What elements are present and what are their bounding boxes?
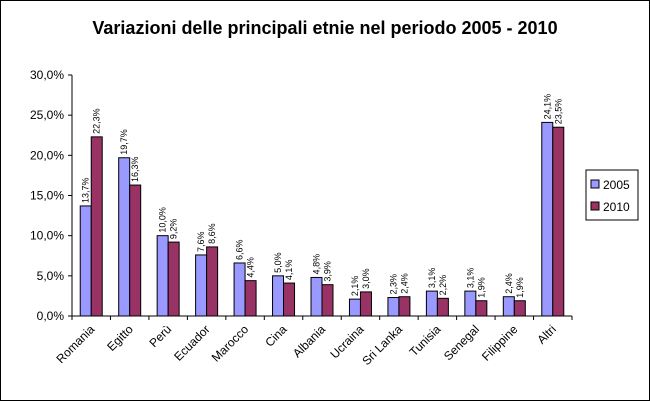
category-label: Romania (53, 322, 97, 366)
data-label: 6,6% (235, 239, 245, 260)
data-label: 1,9% (476, 277, 486, 298)
y-tick-label: 25,0% (30, 108, 64, 122)
data-label: 24,1% (542, 94, 552, 120)
category-label: Filippine (479, 322, 521, 364)
bar-2010 (167, 241, 180, 317)
bar-2010 (90, 136, 103, 317)
bar-2010 (244, 280, 257, 317)
data-label: 2,3% (388, 274, 398, 295)
data-label: 3,1% (427, 268, 437, 289)
data-label: 3,9% (323, 261, 333, 282)
data-label: 23,5% (553, 99, 563, 125)
data-label: 22,3% (92, 108, 102, 134)
bar-2010 (475, 300, 488, 317)
data-label: 8,6% (207, 223, 217, 244)
bar-2010 (359, 291, 372, 317)
legend: 2005 2010 (585, 169, 639, 221)
legend-label: 2010 (603, 200, 630, 214)
category-label: Albania (290, 322, 328, 360)
bar-2010 (129, 184, 142, 317)
category-label: Altri (534, 322, 559, 347)
y-tick-label: 0,0% (37, 309, 65, 323)
bar-2005 (272, 275, 285, 317)
category-label: Egitto (104, 322, 136, 354)
data-label: 1,9% (515, 277, 525, 298)
category-label: Perù (146, 322, 174, 350)
data-label: 4,1% (284, 260, 294, 281)
data-label: 19,7% (119, 129, 129, 155)
category-label: Cina (262, 322, 290, 350)
data-label: 2,4% (399, 273, 409, 294)
bar-2010 (398, 296, 411, 317)
chart-data-labels: 13,7% 22,3% 19,7%16,3% 10,0% 9,2% 7,6% 8,6% 6,6… (81, 94, 564, 298)
category-label: Sri Lanka (359, 322, 405, 368)
data-label: 2,4% (504, 273, 514, 294)
chart-title: Variazioni delle principali etnie nel pe… (92, 18, 557, 38)
y-tick-label: 20,0% (30, 148, 64, 162)
data-label: 16,3% (130, 157, 140, 183)
bar-2010 (283, 282, 296, 317)
y-tick-label: 15,0% (30, 189, 64, 203)
bar-2005 (425, 290, 438, 317)
category-label: Marocco (209, 322, 252, 365)
data-label: 2,2% (438, 275, 448, 296)
data-label: 3,0% (361, 268, 371, 289)
legend-swatch (590, 179, 600, 189)
category-label: Senegal (441, 322, 482, 363)
bar-2010 (321, 284, 334, 317)
bar-2005 (310, 276, 323, 317)
legend-swatch (590, 201, 600, 211)
data-label: 2,1% (350, 276, 360, 297)
bar-2005 (79, 205, 92, 317)
chart-axes: 0,0% 5,0% 10,0% 15,0% 20,0% 25,0% 30,0% (30, 68, 573, 323)
category-label: Tunisia (407, 322, 444, 359)
data-label: 13,7% (81, 177, 91, 203)
bar-2010 (552, 126, 565, 317)
bar-2005 (348, 298, 361, 317)
legend-label: 2005 (603, 178, 630, 192)
bar-2010 (206, 246, 219, 317)
chart-bars (79, 121, 565, 317)
bar-2005 (156, 235, 169, 317)
bar-2005 (502, 296, 515, 317)
data-label: 9,2% (169, 219, 179, 240)
data-label: 3,1% (465, 268, 475, 289)
y-tick-label: 30,0% (30, 68, 64, 82)
category-label: Ecuador (171, 322, 213, 364)
bar-2005 (233, 262, 246, 317)
data-label: 7,6% (196, 231, 206, 252)
bar-2010 (436, 297, 449, 317)
y-tick-label: 5,0% (37, 269, 65, 283)
bar-2010 (513, 300, 526, 317)
bar-2005 (541, 121, 554, 317)
bar-2005 (464, 290, 477, 317)
legend-box (585, 169, 639, 221)
bar-2005 (387, 297, 400, 317)
y-tick-label: 10,0% (30, 229, 64, 243)
bar-2005 (195, 254, 208, 317)
data-label: 5,0% (273, 252, 283, 273)
data-label: 4,4% (246, 257, 256, 278)
data-label: 4,8% (312, 254, 322, 275)
bar-2005 (118, 157, 131, 317)
data-label: 10,0% (158, 207, 168, 233)
